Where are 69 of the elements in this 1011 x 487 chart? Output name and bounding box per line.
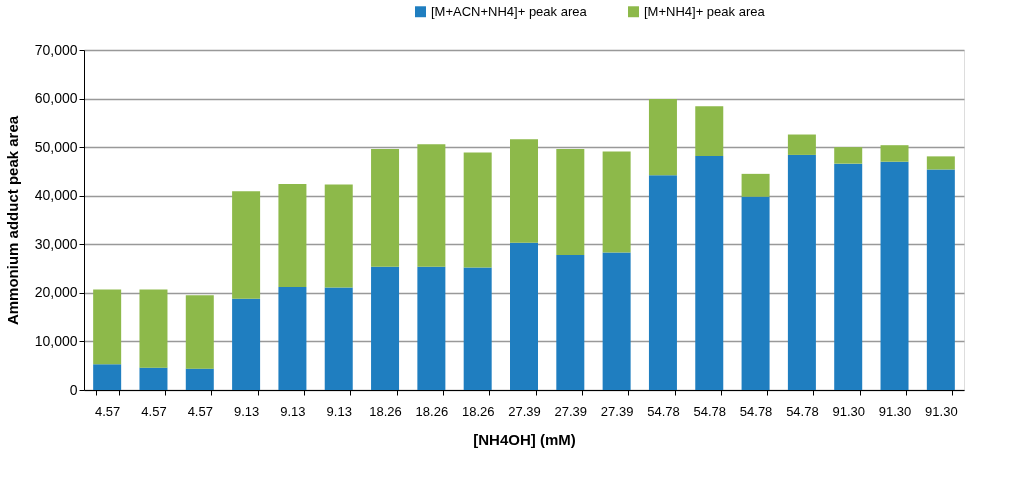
x-tick-label: 9.13: [280, 403, 306, 419]
bar: [834, 163, 863, 390]
legend-label: [M+ACN+NH4]+ peak area: [431, 3, 588, 19]
bar: [741, 173, 770, 197]
bar: [93, 364, 122, 390]
x-tick-label: 4.57: [95, 403, 121, 419]
bar: [185, 368, 214, 390]
bar: [93, 289, 122, 365]
bar: [602, 151, 631, 253]
bar: [880, 145, 909, 162]
x-tick-label: 91.30: [878, 403, 912, 419]
x-tick-label: 9.13: [326, 403, 352, 419]
bar: [139, 289, 168, 368]
x-tick-label: 91.30: [925, 403, 958, 419]
y-tick-label: 70,000: [34, 41, 78, 58]
bar: [880, 161, 909, 390]
bar: [463, 267, 492, 390]
bar: [510, 139, 538, 243]
bar: [417, 144, 446, 267]
x-tick-label: 27.39: [554, 403, 588, 419]
bar: [324, 184, 353, 288]
bar: [695, 106, 724, 156]
bar: [556, 254, 585, 390]
x-tick-label: 54.78: [647, 403, 680, 419]
x-tick-label: 18.26: [461, 403, 495, 419]
x-tick-label: 9.13: [233, 403, 260, 419]
bar: [278, 184, 307, 288]
bar: [648, 99, 677, 176]
x-tick-label: 54.78: [786, 403, 819, 419]
y-tick-label: 40,000: [34, 187, 78, 204]
legend-label: [M+NH4]+ peak area: [644, 3, 766, 19]
bar: [787, 134, 816, 155]
y-tick-label: 10,000: [34, 332, 78, 349]
bar: [926, 156, 955, 170]
bar: [463, 152, 492, 268]
x-tick-label: 27.39: [600, 403, 634, 419]
bar: [510, 242, 538, 390]
x-tick-label: 18.26: [415, 403, 449, 419]
x-tick-label: 18.26: [369, 403, 402, 419]
bar: [232, 298, 261, 390]
bar: [556, 149, 585, 255]
bar: [139, 367, 168, 390]
y-axis-title: Ammonium adduct peak area: [3, 115, 21, 326]
bar: [417, 266, 446, 390]
x-tick-label: 54.78: [739, 403, 773, 419]
bar: [602, 252, 631, 390]
bar: [695, 155, 724, 390]
y-tick-label: 60,000: [34, 90, 78, 107]
y-tick-label: 30,000: [34, 235, 78, 252]
bar: [371, 266, 400, 390]
bar: [232, 191, 261, 299]
bar: [834, 147, 863, 164]
bar: [926, 169, 955, 390]
x-tick-label: 54.78: [693, 403, 727, 419]
y-tick-label: 20,000: [34, 284, 78, 301]
y-tick-label: 0: [69, 381, 78, 398]
bar: [185, 295, 214, 369]
bar: [787, 154, 816, 390]
bar: [324, 287, 353, 390]
bar: [371, 149, 400, 267]
bar: [278, 287, 307, 390]
x-tick-label: 4.57: [187, 403, 213, 419]
x-tick-label: 27.39: [508, 403, 541, 419]
x-tick-label: 4.57: [141, 403, 167, 419]
x-tick-label: 91.30: [832, 403, 865, 419]
bar: [741, 196, 770, 390]
bar: [648, 175, 677, 390]
x-axis-title: [NH4OH] (mM): [473, 430, 576, 448]
y-tick-label: 50,000: [34, 138, 78, 155]
